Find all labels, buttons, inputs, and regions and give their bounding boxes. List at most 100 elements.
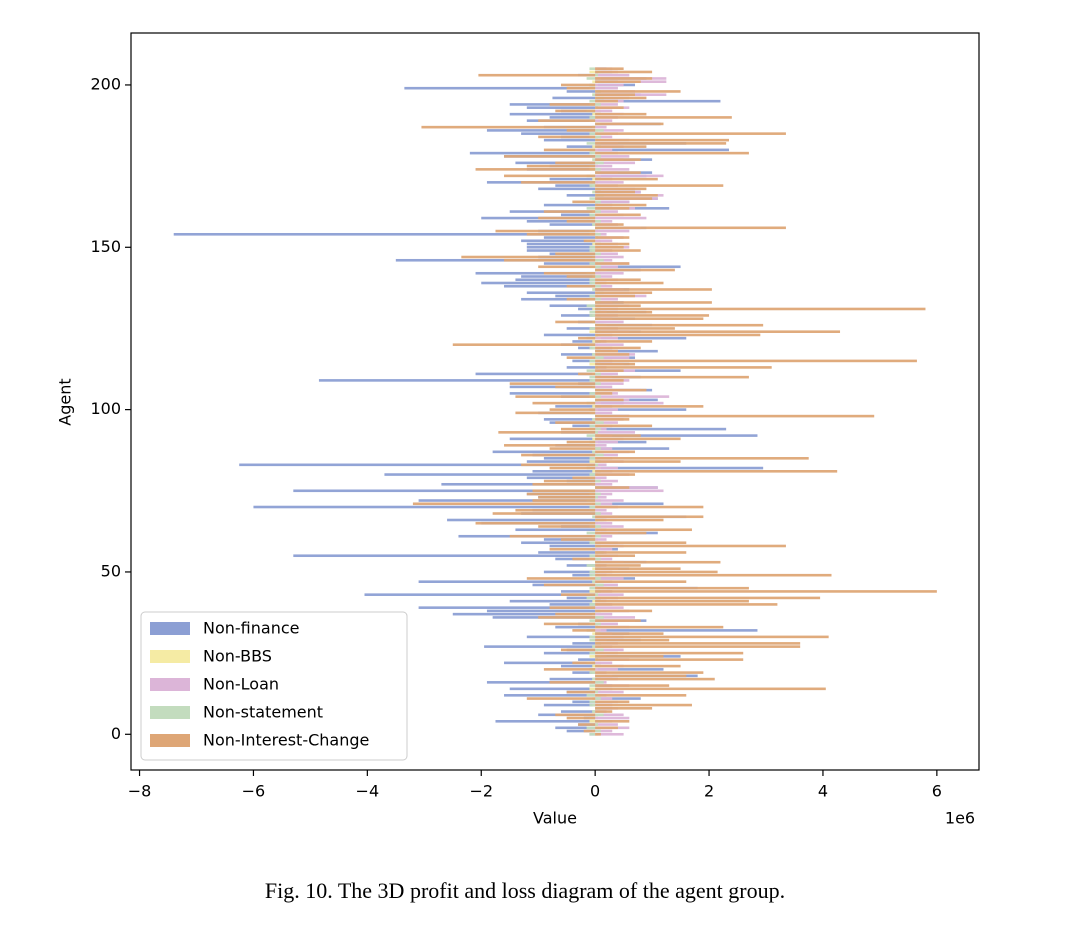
bar	[595, 440, 647, 444]
bar	[521, 275, 596, 278]
bar	[595, 534, 601, 538]
bar	[595, 210, 601, 213]
legend-label: Non-BBS	[203, 647, 272, 666]
bar	[538, 525, 596, 528]
bar	[583, 239, 596, 243]
bar	[418, 499, 596, 502]
legend-swatch	[150, 678, 190, 691]
bar	[543, 703, 596, 707]
bar	[543, 651, 596, 655]
bar	[543, 622, 596, 626]
bar	[515, 528, 596, 532]
bars	[173, 67, 937, 736]
bar	[595, 291, 653, 295]
bar	[538, 135, 596, 139]
bar	[595, 103, 618, 106]
bar	[595, 531, 647, 535]
bar	[595, 168, 601, 171]
bar	[586, 77, 596, 80]
bar	[515, 278, 596, 282]
bar	[595, 310, 653, 314]
bar	[595, 694, 687, 697]
x-tick-label: 4	[818, 782, 828, 801]
bar	[595, 252, 601, 256]
bar	[543, 203, 596, 207]
bar	[526, 460, 596, 463]
bar	[595, 457, 809, 460]
bar	[572, 661, 596, 665]
bar	[589, 184, 596, 187]
bar	[589, 262, 596, 265]
plot-frame	[130, 32, 980, 771]
bar	[572, 629, 596, 632]
bar	[595, 560, 721, 564]
bar	[592, 450, 596, 454]
bar	[572, 671, 596, 674]
x-tick-label: 6	[932, 782, 942, 801]
bar	[384, 473, 596, 476]
bar	[595, 557, 613, 561]
bar	[595, 635, 829, 639]
bar	[595, 677, 715, 681]
bar	[589, 460, 596, 463]
bar	[412, 502, 596, 506]
bar	[595, 482, 613, 486]
bar	[595, 307, 926, 311]
bar	[595, 184, 724, 187]
bar	[595, 710, 613, 713]
bar	[595, 388, 647, 392]
bar	[595, 700, 630, 704]
bar	[589, 379, 596, 382]
bar	[555, 726, 596, 730]
bar	[595, 239, 613, 243]
bar	[543, 333, 596, 337]
bar	[532, 489, 596, 493]
bar	[595, 655, 664, 658]
bar	[589, 330, 596, 333]
bar	[595, 362, 636, 366]
bar	[595, 129, 624, 132]
bar	[595, 151, 749, 155]
x-tick-label: 2	[704, 782, 714, 801]
bar	[595, 642, 801, 645]
bar	[515, 508, 596, 512]
bar	[595, 525, 624, 528]
bar	[595, 369, 681, 372]
bar	[595, 349, 658, 353]
bar	[560, 314, 596, 317]
bar	[595, 271, 624, 275]
bar	[586, 694, 596, 697]
bar	[595, 129, 604, 132]
bar	[595, 518, 664, 522]
bar	[595, 720, 630, 723]
bar	[595, 723, 618, 726]
bar	[589, 619, 596, 622]
bar	[589, 635, 596, 639]
bar	[595, 444, 607, 447]
bar	[521, 463, 596, 467]
bar	[595, 333, 761, 337]
bar	[589, 570, 596, 574]
bar	[589, 457, 596, 460]
bar	[560, 83, 596, 87]
bar	[595, 203, 647, 207]
bar	[595, 664, 681, 668]
bar	[595, 638, 670, 642]
bar	[475, 521, 596, 525]
bar	[595, 200, 601, 204]
bar	[589, 375, 596, 379]
bar	[595, 340, 653, 343]
bar	[595, 343, 624, 346]
bar	[595, 612, 613, 616]
bar	[572, 573, 596, 577]
bar	[555, 161, 596, 165]
bar	[592, 190, 596, 194]
bar	[589, 586, 596, 590]
bar	[595, 606, 624, 609]
bar	[595, 651, 744, 655]
bar	[478, 73, 596, 77]
bar	[595, 629, 607, 632]
bar	[595, 619, 641, 622]
bar	[566, 284, 596, 288]
bar	[509, 392, 596, 395]
